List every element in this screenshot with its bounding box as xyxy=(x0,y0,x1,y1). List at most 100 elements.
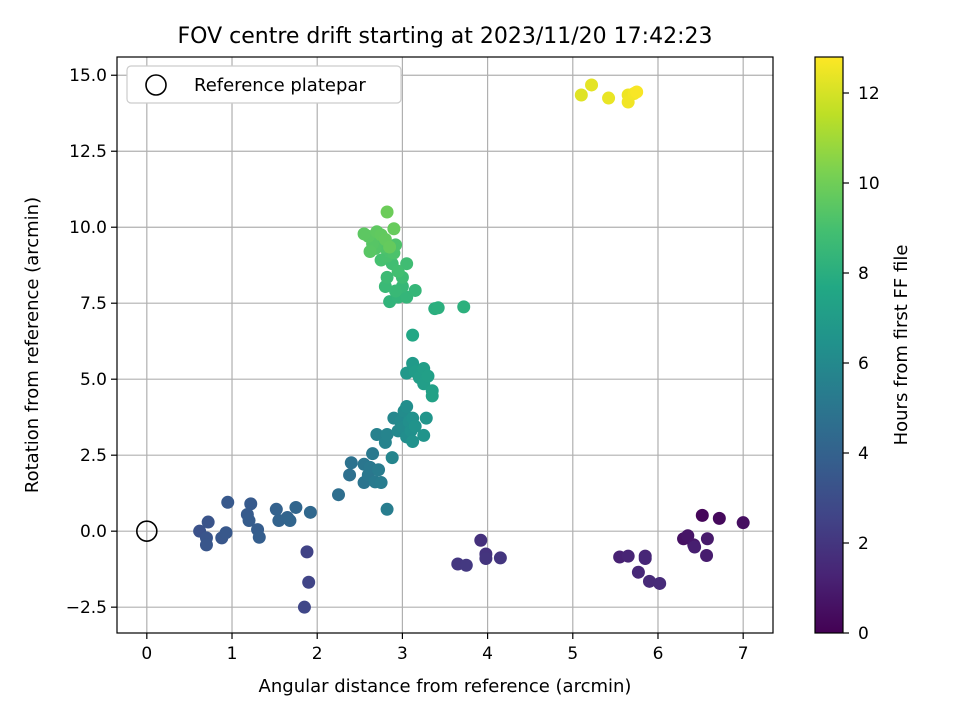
colorbar-tick-label: 0 xyxy=(858,624,869,644)
data-point xyxy=(252,530,266,544)
y-tick-label: 15.0 xyxy=(69,66,107,86)
y-tick-label: 12.5 xyxy=(69,142,107,162)
x-tick-label: 2 xyxy=(312,644,323,664)
data-point xyxy=(574,88,588,102)
data-point xyxy=(417,428,431,442)
data-point xyxy=(638,552,652,566)
y-axis-ticks: −2.5 0.0 2.5 5.0 7.5 10.0 12.5 15.0 xyxy=(66,66,117,618)
data-point xyxy=(302,575,316,589)
colorbar-tick-label: 10 xyxy=(858,174,880,194)
data-point xyxy=(712,511,726,525)
data-point xyxy=(269,502,283,516)
data-point xyxy=(400,400,414,414)
x-tick-label: 4 xyxy=(482,644,493,664)
colorbar-tick-label: 4 xyxy=(858,444,869,464)
legend-marker xyxy=(145,74,167,96)
x-tick-label: 6 xyxy=(653,644,664,664)
data-point xyxy=(370,428,384,442)
data-point xyxy=(244,497,258,511)
reference-point-marker xyxy=(136,520,158,542)
data-point xyxy=(332,488,346,502)
data-point xyxy=(357,227,371,241)
colorbar: 0 2 4 6 8 10 12 Hours from first FF file xyxy=(814,56,912,644)
data-point xyxy=(201,515,215,529)
colorbar-label: Hours from first FF file xyxy=(891,245,912,446)
data-point xyxy=(372,463,386,477)
data-point xyxy=(736,516,750,530)
x-axis-ticks: 0 1 2 3 4 5 6 7 xyxy=(141,633,749,664)
y-tick-label: 0.0 xyxy=(80,522,107,542)
data-point xyxy=(363,245,377,259)
y-axis-label: Rotation from reference (arcmin) xyxy=(22,197,43,493)
data-point xyxy=(344,456,358,470)
data-point xyxy=(408,419,422,433)
data-point xyxy=(630,85,644,99)
colorbar-tick-label: 2 xyxy=(858,534,869,554)
data-point xyxy=(457,300,471,314)
data-point xyxy=(300,545,314,559)
data-point xyxy=(199,538,213,552)
data-point xyxy=(474,533,488,547)
legend: Reference platepar xyxy=(126,65,402,104)
y-tick-label: 10.0 xyxy=(69,218,107,238)
data-point xyxy=(303,505,317,519)
y-tick-label: 7.5 xyxy=(80,294,107,314)
data-point xyxy=(688,540,702,554)
data-point xyxy=(642,574,656,588)
x-tick-label: 7 xyxy=(738,644,749,664)
x-tick-label: 5 xyxy=(567,644,578,664)
legend-label: Reference platepar xyxy=(194,75,366,96)
data-point xyxy=(242,514,256,528)
data-point xyxy=(631,565,645,579)
data-point xyxy=(700,532,714,546)
data-point xyxy=(406,435,420,449)
y-tick-label: 2.5 xyxy=(80,446,107,466)
data-point xyxy=(585,78,599,92)
x-axis-label: Angular distance from reference (arcmin) xyxy=(259,676,632,697)
data-point xyxy=(289,500,303,514)
data-point xyxy=(419,411,433,425)
plot-frame xyxy=(116,56,774,634)
data-point xyxy=(387,222,401,236)
data-point xyxy=(408,283,422,297)
data-point xyxy=(621,549,635,563)
data-point xyxy=(283,514,297,528)
data-point xyxy=(400,257,414,271)
data-point xyxy=(374,476,388,490)
data-point xyxy=(383,240,397,254)
y-tick-label: −2.5 xyxy=(66,598,107,618)
data-point xyxy=(389,284,403,298)
gridlines xyxy=(117,57,773,633)
chart-title: FOV centre drift starting at 2023/11/20 … xyxy=(178,24,713,49)
data-point xyxy=(391,264,405,278)
colorbar-tick-label: 6 xyxy=(858,354,869,374)
data-point xyxy=(695,508,709,522)
data-point xyxy=(380,428,394,442)
legend-box xyxy=(126,65,402,104)
colorbar-gradient xyxy=(814,56,844,634)
data-point xyxy=(221,495,235,509)
data-point xyxy=(380,270,394,284)
data-point xyxy=(479,552,493,566)
data-point xyxy=(219,526,233,540)
data-point xyxy=(380,502,394,516)
data-points xyxy=(193,78,750,614)
colorbar-tick-label: 8 xyxy=(858,264,869,284)
x-tick-label: 3 xyxy=(397,644,408,664)
data-point xyxy=(700,548,714,562)
data-point xyxy=(425,389,439,403)
data-point xyxy=(406,328,420,342)
data-point xyxy=(459,558,473,572)
data-point xyxy=(602,91,616,105)
data-point xyxy=(385,451,399,465)
data-point xyxy=(421,369,435,383)
data-point xyxy=(366,447,380,461)
data-point xyxy=(653,576,667,590)
x-tick-label: 1 xyxy=(227,644,238,664)
colorbar-tick-label: 12 xyxy=(858,84,880,104)
data-point xyxy=(343,468,357,482)
data-point xyxy=(380,205,394,219)
y-tick-label: 5.0 xyxy=(80,370,107,390)
x-tick-label: 0 xyxy=(141,644,152,664)
